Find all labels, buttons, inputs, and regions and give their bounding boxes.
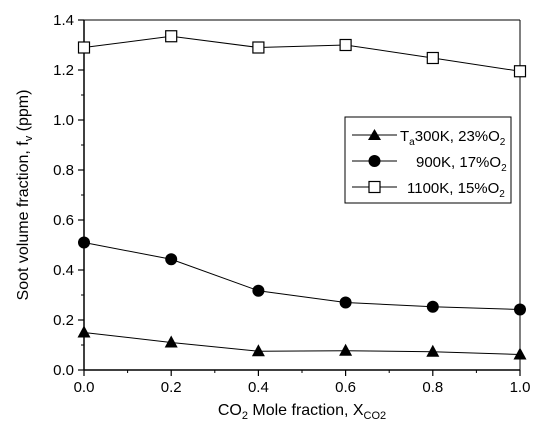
x-label-sub: 2 [242,410,248,422]
data-point-triangle [251,344,265,357]
x-tick-label: 0.2 [161,379,182,396]
data-point-circle [426,300,439,313]
y-tick-label: 0.0 [53,362,74,379]
data-point-triangle [164,335,178,348]
data-point-circle [514,303,526,316]
x-label-part: CO [218,402,242,419]
y-tick-label: 1.4 [53,12,74,29]
data-point-circle [252,284,265,297]
data-point-triangle [339,343,353,356]
x-axis-label: CO2 Mole fraction, XCO2 [218,402,386,422]
y-axis-label: Soot volume fraction, fv (ppm) [15,90,35,301]
legend-sub: a [409,137,415,148]
legend: Ta300K, 23%O2 900K, 17%O2 1100K, 15%O2 [344,116,512,204]
legend-label: 900K, 17%O2 [416,154,507,174]
legend-marker-circle [368,155,381,167]
y-tick-label: 0.8 [53,162,74,179]
data-point-square [426,51,439,65]
series-line [83,332,521,355]
y-ticks: 0.0 0.2 0.4 0.6 0.8 1.0 1.2 1.4 [53,12,84,379]
y-label-sub: v [23,135,35,141]
data-point-triangle [77,325,91,338]
y-label-part: Soot volume fraction, f [15,141,32,301]
legend-marker-square [368,180,381,194]
x-label-sub: CO2 [364,410,387,422]
series-line [83,242,521,310]
legend-label: Ta300K, 23%O2 [400,128,506,148]
legend-text: 300K, 23%O [415,128,500,145]
data-point-circle [339,296,352,309]
y-label-part: (ppm) [15,90,32,136]
legend-sub: 2 [499,189,505,200]
data-point-triangle [426,344,440,357]
data-point-circle [165,253,178,266]
legend-text: 900K, 17%O [416,154,501,171]
y-tick-label: 1.2 [53,62,74,79]
data-point-square [339,38,352,52]
data-point-circle [78,236,90,249]
legend-sub: 2 [500,137,506,148]
legend-marker-triangle [368,129,381,140]
x-tick-label: 1.0 [510,379,531,396]
y-tick-label: 1.0 [53,112,74,129]
legend-label: 1100K, 15%O2 [407,180,505,200]
data-point-square [252,41,265,54]
y-tick-label: 0.6 [53,212,74,229]
legend-text: T [400,128,409,145]
x-tick-label: 0.0 [74,379,95,396]
x-tick-label: 0.8 [422,379,443,396]
series-layer [77,30,527,360]
legend-text: 1100K, 15%O [407,180,499,197]
data-point-square [77,41,91,54]
x-tick-label: 0.6 [335,379,356,396]
x-label-part: Mole fraction, X [248,402,364,419]
x-ticks: 0.0 0.2 0.4 0.6 0.8 1.0 [74,370,531,396]
legend-sub: 2 [501,163,507,174]
series-line [83,35,521,72]
y-tick-label: 0.4 [53,262,74,279]
data-point-triangle [513,347,527,360]
y-tick-label: 0.2 [53,312,74,329]
data-point-square [513,65,527,78]
data-point-square [165,30,178,43]
x-tick-label: 0.4 [248,379,269,396]
